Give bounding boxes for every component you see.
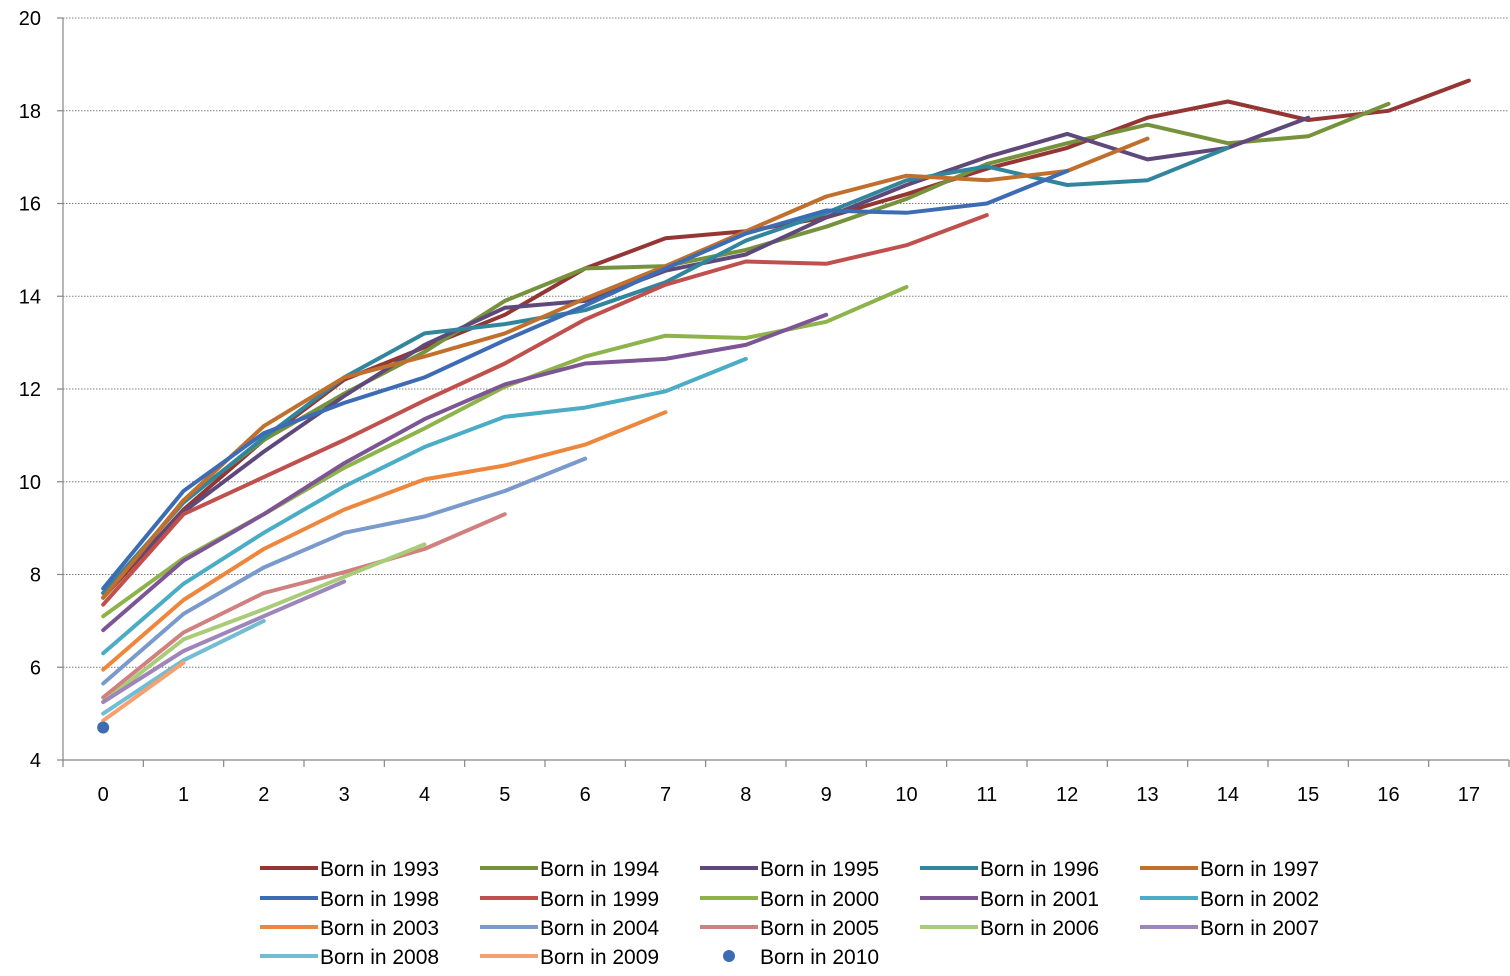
series-born-in-1999-line [101, 213, 989, 607]
series-born-in-1993-line [101, 78, 1471, 600]
legend-item: Born in 1994 [480, 858, 659, 881]
x-tick-label: 5 [499, 784, 510, 806]
legend-label: Born in 2007 [1200, 917, 1319, 940]
x-tick-labels: 0 1 2 3 4 5 6 7 8 9 10 11 12 13 14 15 16 17 [98, 784, 1480, 806]
legend-item: Born in 2010 [723, 946, 879, 969]
y-tick-label: 4 [30, 750, 41, 772]
x-tick-label: 8 [740, 784, 751, 806]
legend-item: Born in 2007 [1140, 917, 1319, 940]
legend-item: Born in 2002 [1140, 888, 1319, 911]
y-tick-label: 18 [19, 101, 41, 123]
legend-label: Born in 2010 [760, 946, 879, 969]
series-born-in-2000-line [101, 285, 909, 619]
legend: Born in 1993 Born in 1994 Born in 1995 Born… [260, 858, 1319, 969]
legend-label: Born in 2005 [760, 917, 879, 940]
legend-item: Born in 2005 [700, 917, 879, 940]
legend-item: Born in 2001 [920, 888, 1099, 911]
legend-label: Born in 1998 [320, 888, 439, 911]
series-born-in-2007-line [101, 579, 347, 704]
x-tick-label: 13 [1136, 784, 1158, 806]
legend-item: Born in 1996 [920, 858, 1099, 881]
legend-label: Born in 1999 [540, 888, 659, 911]
series-born-in-1998-line [101, 169, 1070, 591]
axes [57, 17, 1510, 767]
x-tick-label: 0 [98, 784, 109, 806]
series-born-in-2004-line [101, 456, 588, 686]
legend-label: Born in 2004 [540, 917, 659, 940]
legend-label: Born in 2002 [1200, 888, 1319, 911]
legend-item: Born in 2004 [480, 917, 659, 940]
x-tick-label: 17 [1458, 784, 1480, 806]
y-tick-label: 20 [19, 8, 41, 30]
y-tick-labels: 4 6 8 10 12 14 16 18 20 [19, 8, 41, 772]
legend-label: Born in 2008 [320, 946, 439, 969]
y-tick-label: 14 [19, 286, 41, 308]
series-born-in-2001-line [101, 312, 829, 633]
legend-item: Born in 1999 [480, 888, 659, 911]
series-lines [97, 78, 1471, 734]
legend-item: Born in 1995 [700, 858, 879, 881]
y-tick-label: 16 [19, 194, 41, 216]
x-tick-label: 6 [580, 784, 591, 806]
x-tick-label: 16 [1377, 784, 1399, 806]
legend-item: Born in 1998 [260, 888, 439, 911]
x-tick-label: 11 [976, 784, 997, 806]
legend-label: Born in 1996 [980, 858, 1099, 881]
series-born-in-2003-line [101, 410, 668, 672]
legend-item: Born in 1997 [1140, 858, 1319, 881]
legend-item: Born in 2006 [920, 917, 1099, 940]
series-born-in-2008-line [101, 618, 266, 716]
legend-label: Born in 2009 [540, 946, 659, 969]
series-born-in-2006-line [101, 542, 427, 704]
legend-item: Born in 2000 [700, 888, 879, 911]
legend-label: Born in 1994 [540, 858, 659, 881]
legend-label: Born in 1995 [760, 858, 879, 881]
legend-label: Born in 2001 [980, 888, 1099, 911]
legend-label: Born in 2003 [320, 917, 439, 940]
legend-item: Born in 2008 [260, 946, 439, 969]
legend-marker [723, 950, 735, 962]
x-tick-label: 15 [1297, 784, 1319, 806]
legend-label: Born in 1993 [320, 858, 439, 881]
legend-label: Born in 1997 [1200, 858, 1319, 881]
series-born-in-2005-line [101, 512, 507, 700]
series-born-in-1997-line [101, 136, 1150, 600]
x-tick-label: 9 [821, 784, 832, 806]
series-born-in-1996-line [101, 145, 1230, 595]
gridlines [63, 17, 1509, 668]
x-tick-label: 14 [1217, 784, 1239, 806]
legend-label: Born in 2000 [760, 888, 879, 911]
legend-label: Born in 2006 [980, 917, 1099, 940]
x-tick-label: 3 [339, 784, 350, 806]
series-born-in-2009-line [101, 660, 186, 723]
legend-item: Born in 1993 [260, 858, 439, 881]
x-tick-label: 2 [258, 784, 269, 806]
y-tick-label: 6 [30, 657, 41, 679]
x-tick-label: 12 [1056, 784, 1078, 806]
series-born-in-1994-line [101, 101, 1391, 600]
series-born-in-2010-point [97, 721, 110, 734]
series-born-in-2002-line [101, 356, 748, 656]
x-tick-label: 10 [895, 784, 917, 806]
y-tick-label: 10 [19, 472, 41, 494]
x-tick-label: 4 [419, 784, 430, 806]
legend-item: Born in 2003 [260, 917, 439, 940]
y-tick-label: 12 [19, 379, 41, 401]
x-tick-label: 7 [660, 784, 671, 806]
legend-item: Born in 2009 [480, 946, 659, 969]
y-tick-label: 8 [30, 565, 41, 587]
x-tick-label: 1 [178, 784, 189, 806]
